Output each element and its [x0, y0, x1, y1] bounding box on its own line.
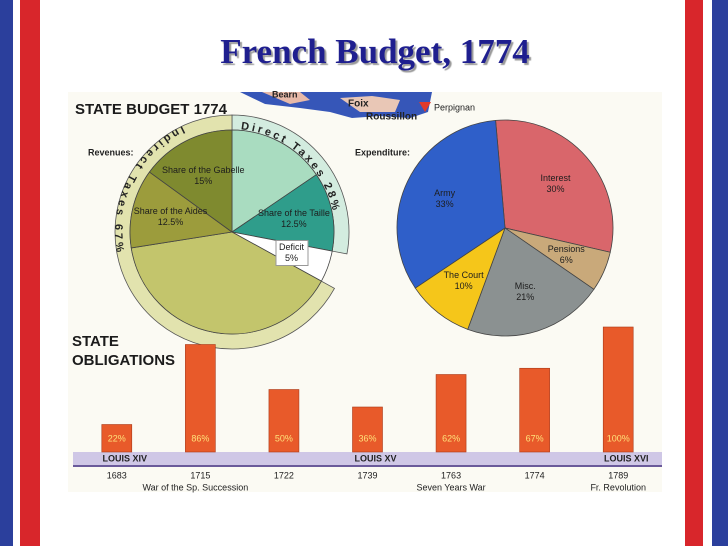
map-land	[340, 96, 400, 112]
slice-name: Deficit	[278, 242, 305, 253]
bar-value-label: 62%	[442, 433, 460, 443]
slice-label: Pensions 6%	[548, 244, 585, 266]
border-stripe	[0, 0, 13, 546]
bar	[435, 374, 467, 453]
slice-label: Army 33%	[434, 188, 455, 210]
map-label: Roussillon	[366, 112, 417, 123]
x-tick-label: 1739	[357, 470, 377, 480]
x-tick-label: 1774	[525, 470, 545, 480]
era-label: LOUIS XV	[354, 453, 396, 463]
border-stripe	[20, 0, 40, 546]
era-label: LOUIS XIV	[103, 453, 148, 463]
bar	[101, 424, 133, 453]
subtitle: Expenditure:	[355, 147, 410, 157]
map-label: Perpignan	[434, 102, 475, 112]
x-tick-label: 1715	[190, 470, 210, 480]
slice-label: Share of the Gabelle 15%	[162, 165, 245, 187]
bar-value-label: 100%	[607, 433, 630, 443]
slice-value: 30%	[546, 184, 565, 195]
bar-value-label: 50%	[275, 433, 293, 443]
map-city	[419, 102, 431, 112]
bar	[602, 326, 634, 453]
pie-slice	[396, 119, 506, 289]
slice-value: 21%	[516, 291, 535, 302]
map-label: Foix	[348, 99, 369, 110]
slice-value: 12.5%	[281, 219, 307, 230]
slice-label: The Court 10%	[444, 270, 484, 292]
slice-value: 5%	[284, 253, 299, 264]
map-land	[262, 92, 310, 104]
slide-title: French Budget, 1774	[220, 32, 530, 71]
pie-slice	[467, 227, 595, 337]
pie-slice	[129, 171, 234, 249]
slice-value: 6%	[559, 255, 573, 266]
slice-value: 10%	[454, 280, 473, 291]
slice-name: Share of the Aides	[133, 206, 208, 217]
bar	[519, 367, 550, 453]
timeline-band	[73, 452, 662, 466]
subtitle: Revenues:	[88, 147, 134, 157]
slice-value: 15%	[194, 175, 213, 186]
border-stripe	[712, 0, 728, 546]
bar	[352, 406, 383, 453]
bar-value-label: 67%	[526, 433, 544, 443]
chart-title: STATE BUDGET 1774	[75, 101, 228, 118]
group-value: 67%	[112, 224, 126, 256]
bar	[185, 344, 216, 453]
bar-value-label: 36%	[358, 433, 376, 443]
x-tick-label: 1789	[608, 470, 628, 480]
slice-name: Share of the Taille	[257, 208, 330, 219]
border-stripe	[685, 0, 703, 546]
slice-label: Share of the Taille 12.5%	[258, 208, 330, 230]
slice-name: The Court	[443, 269, 484, 280]
bar	[268, 389, 300, 453]
x-tick-label: 1763	[441, 470, 461, 480]
bar-value-label: 86%	[191, 433, 209, 443]
map-label: Bearn	[272, 89, 298, 99]
event-label: War of the Sp. Succession	[142, 482, 248, 492]
slice-value: 12.5%	[157, 217, 184, 228]
event-label: Fr. Revolution	[590, 482, 646, 492]
slice-label: Deficit 5%	[274, 240, 309, 267]
slice-name: Pensions	[547, 244, 585, 255]
pie-slice	[230, 174, 335, 252]
slice-name: Interest	[540, 173, 571, 184]
event-label: Seven Years War	[416, 482, 485, 492]
slice-label: Interest 30%	[541, 173, 571, 195]
chart-title: STATE OBLIGATIONS	[72, 333, 176, 369]
pie-slice	[130, 231, 322, 335]
slice-label: Misc. 21%	[515, 281, 536, 303]
era-label: LOUIS XVI	[604, 453, 649, 463]
pie-slice	[495, 119, 614, 253]
pie-slice	[231, 129, 317, 233]
slice-value: 33%	[435, 199, 454, 210]
x-tick-label: 1722	[274, 470, 294, 480]
slice-name: Misc.	[514, 280, 536, 291]
bar-value-label: 22%	[108, 433, 126, 443]
slice-label: Share of the Aides 12.5%	[134, 206, 208, 228]
x-tick-label: 1683	[107, 470, 127, 480]
slice-name: Share of the Gabelle	[162, 164, 245, 175]
slice-name: Army	[434, 188, 456, 199]
pie-slice	[148, 129, 233, 233]
